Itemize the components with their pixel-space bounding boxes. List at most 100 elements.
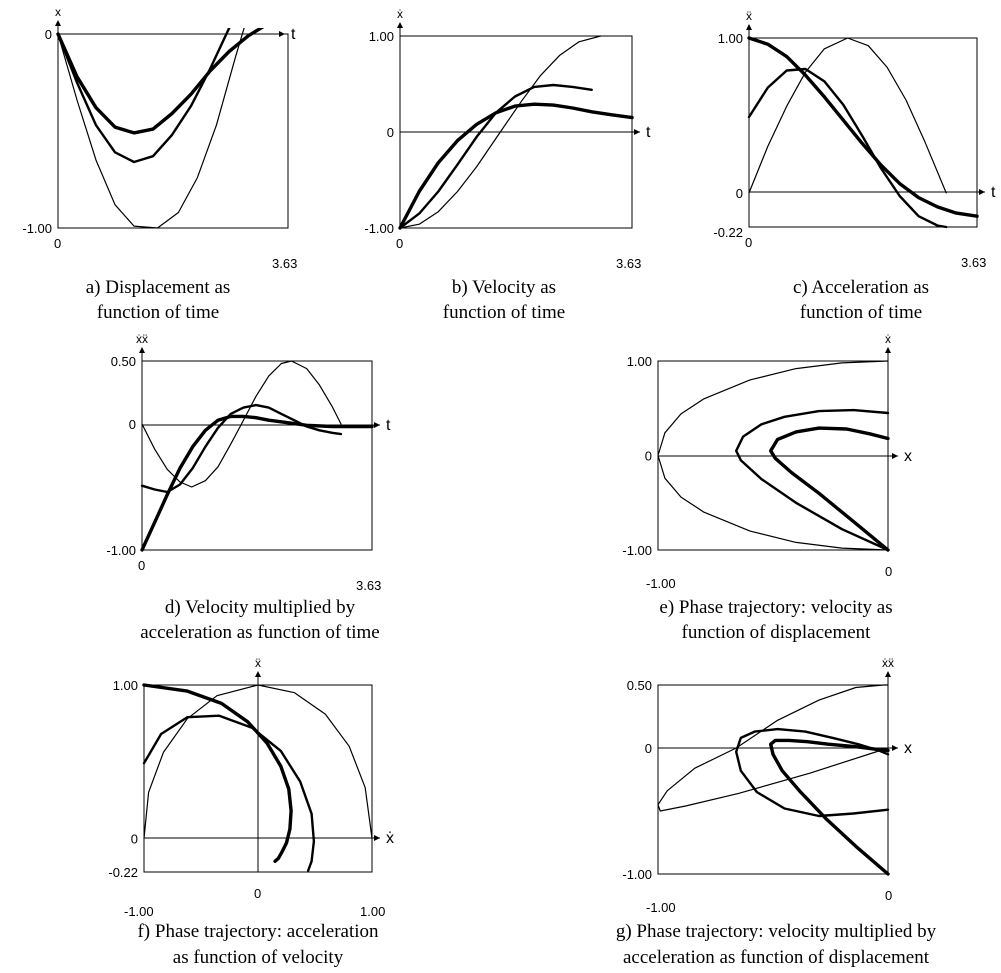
chart-caption-line-2: function of time [97, 302, 219, 323]
series-line-medium [142, 714, 316, 872]
series-line-thin [748, 37, 947, 194]
x-tick-label: -1.00 [124, 904, 154, 919]
chart-caption-line-1: b) Velocity as [452, 277, 556, 298]
chart-caption-line-1: e) Phase trajectory: velocity as [659, 597, 892, 618]
y-tick-label: -1.00 [622, 867, 652, 882]
x-axis-label: x [904, 740, 912, 757]
y-axis-label: ẍ [255, 656, 261, 670]
y-tick-label: 1.00 [113, 678, 138, 693]
series-line-thick [769, 738, 890, 876]
chart-caption-line-1: d) Velocity multiplied by [165, 597, 356, 618]
series-line-thin [657, 684, 889, 812]
x-tick-label: 3.63 [616, 256, 641, 271]
series-line-medium [735, 727, 890, 818]
y-tick-label: 0 [645, 449, 652, 464]
chart-caption-line-2: function of time [443, 302, 565, 323]
x-axis-label: t [991, 184, 996, 201]
y-axis-arrow [397, 22, 403, 28]
y-tick-label: -0.22 [108, 865, 138, 880]
series-line-thick [140, 414, 374, 552]
y-axis-label: x [55, 5, 61, 19]
y-tick-label: 0 [45, 27, 52, 42]
y-axis-arrow [55, 20, 61, 26]
x-tick-label: 3.63 [356, 578, 381, 593]
chart-caption-line-2: as function of velocity [173, 947, 344, 968]
x-tick-label: 0 [396, 236, 403, 251]
chart-caption-line-2: function of time [800, 302, 922, 323]
y-axis-label: ẋẍ [882, 656, 894, 670]
x-axis-arrow [374, 835, 380, 841]
plot-frame [57, 33, 289, 229]
y-tick-label: 1.00 [369, 29, 394, 44]
y-tick-label: 0 [736, 186, 743, 201]
chart-f: ẋ ẍ 1.00 0 -0.22 -1.00 0 1.00 f) Phase trajector… [108, 656, 394, 968]
x-axis-label: t [386, 417, 391, 434]
chart-caption-line-1: g) Phase trajectory: velocity multiplied… [616, 921, 937, 942]
y-tick-label: 0.50 [111, 354, 136, 369]
series-line-thin [57, 28, 245, 229]
y-axis-label: ẋ [885, 332, 891, 346]
series-line-thin [143, 684, 373, 839]
chart-g: x ẋẍ 0.50 0 -1.00 -1.00 0 g) Phase trajectory: … [616, 656, 937, 968]
x-axis-arrow [279, 31, 285, 37]
x-tick-label: 1.00 [360, 904, 385, 919]
y-axis-arrow [885, 671, 891, 677]
y-tick-label: 1.00 [627, 354, 652, 369]
y-tick-label: -0.22 [713, 225, 743, 240]
series-line-thick [142, 683, 293, 863]
x-tick-label: 0 [885, 564, 892, 579]
x-axis-label: t [291, 26, 296, 43]
x-tick-label: -1.00 [646, 576, 676, 591]
x-tick-label: 0 [254, 886, 261, 901]
x-axis-label: ẋ [386, 830, 394, 847]
x-tick-label: 3.63 [961, 255, 986, 270]
chart-e: x ẋ 1.00 0 -1.00 -1.00 0 e) Phase trajectory: v… [622, 332, 912, 643]
y-tick-label: -1.00 [106, 543, 136, 558]
plot-frame [141, 360, 373, 551]
x-axis-arrow [634, 129, 640, 135]
x-axis-label: x [904, 448, 912, 465]
x-tick-label: 0 [745, 235, 752, 250]
y-tick-label: 0 [645, 741, 652, 756]
y-tick-label: 0 [387, 125, 394, 140]
y-axis-arrow [139, 347, 145, 353]
chart-caption-line-2: function of displacement [682, 622, 872, 643]
y-tick-label: 0 [131, 831, 138, 846]
plot-frame [748, 37, 978, 228]
x-axis-label: t [646, 124, 651, 141]
y-tick-label: -1.00 [622, 543, 652, 558]
chart-caption-line-1: a) Displacement as [86, 277, 231, 298]
series-line-medium [747, 67, 948, 229]
y-tick-label: 1.00 [718, 31, 743, 46]
y-tick-label: -1.00 [364, 221, 394, 236]
y-axis-arrow [746, 24, 752, 30]
x-tick-label: 3.63 [272, 256, 297, 271]
series-line-medium [140, 403, 343, 494]
series-line-thin [657, 360, 889, 551]
series-line-medium [735, 408, 890, 552]
x-tick-label: 0 [138, 558, 145, 573]
x-tick-label: 0 [885, 888, 892, 903]
y-axis-arrow [255, 671, 261, 677]
x-tick-label: -1.00 [646, 900, 676, 915]
series-line-thick [769, 426, 890, 552]
series-line-thick [398, 102, 634, 230]
chart-caption-line-2: acceleration as function of time [140, 622, 380, 643]
series-line-thin [399, 35, 602, 229]
chart-caption-line-1: c) Acceleration as [793, 277, 929, 298]
y-axis-arrow [885, 347, 891, 353]
series-line-thick [56, 28, 265, 135]
x-axis-arrow [892, 745, 898, 751]
series-line-thick [747, 36, 979, 218]
series-line-medium [56, 28, 231, 164]
y-axis-label: ẋ [397, 7, 403, 21]
y-axis-label: ẋẍ [136, 332, 148, 346]
x-tick-label: 0 [54, 236, 61, 251]
x-axis-arrow [979, 189, 985, 195]
x-axis-arrow [892, 453, 898, 459]
